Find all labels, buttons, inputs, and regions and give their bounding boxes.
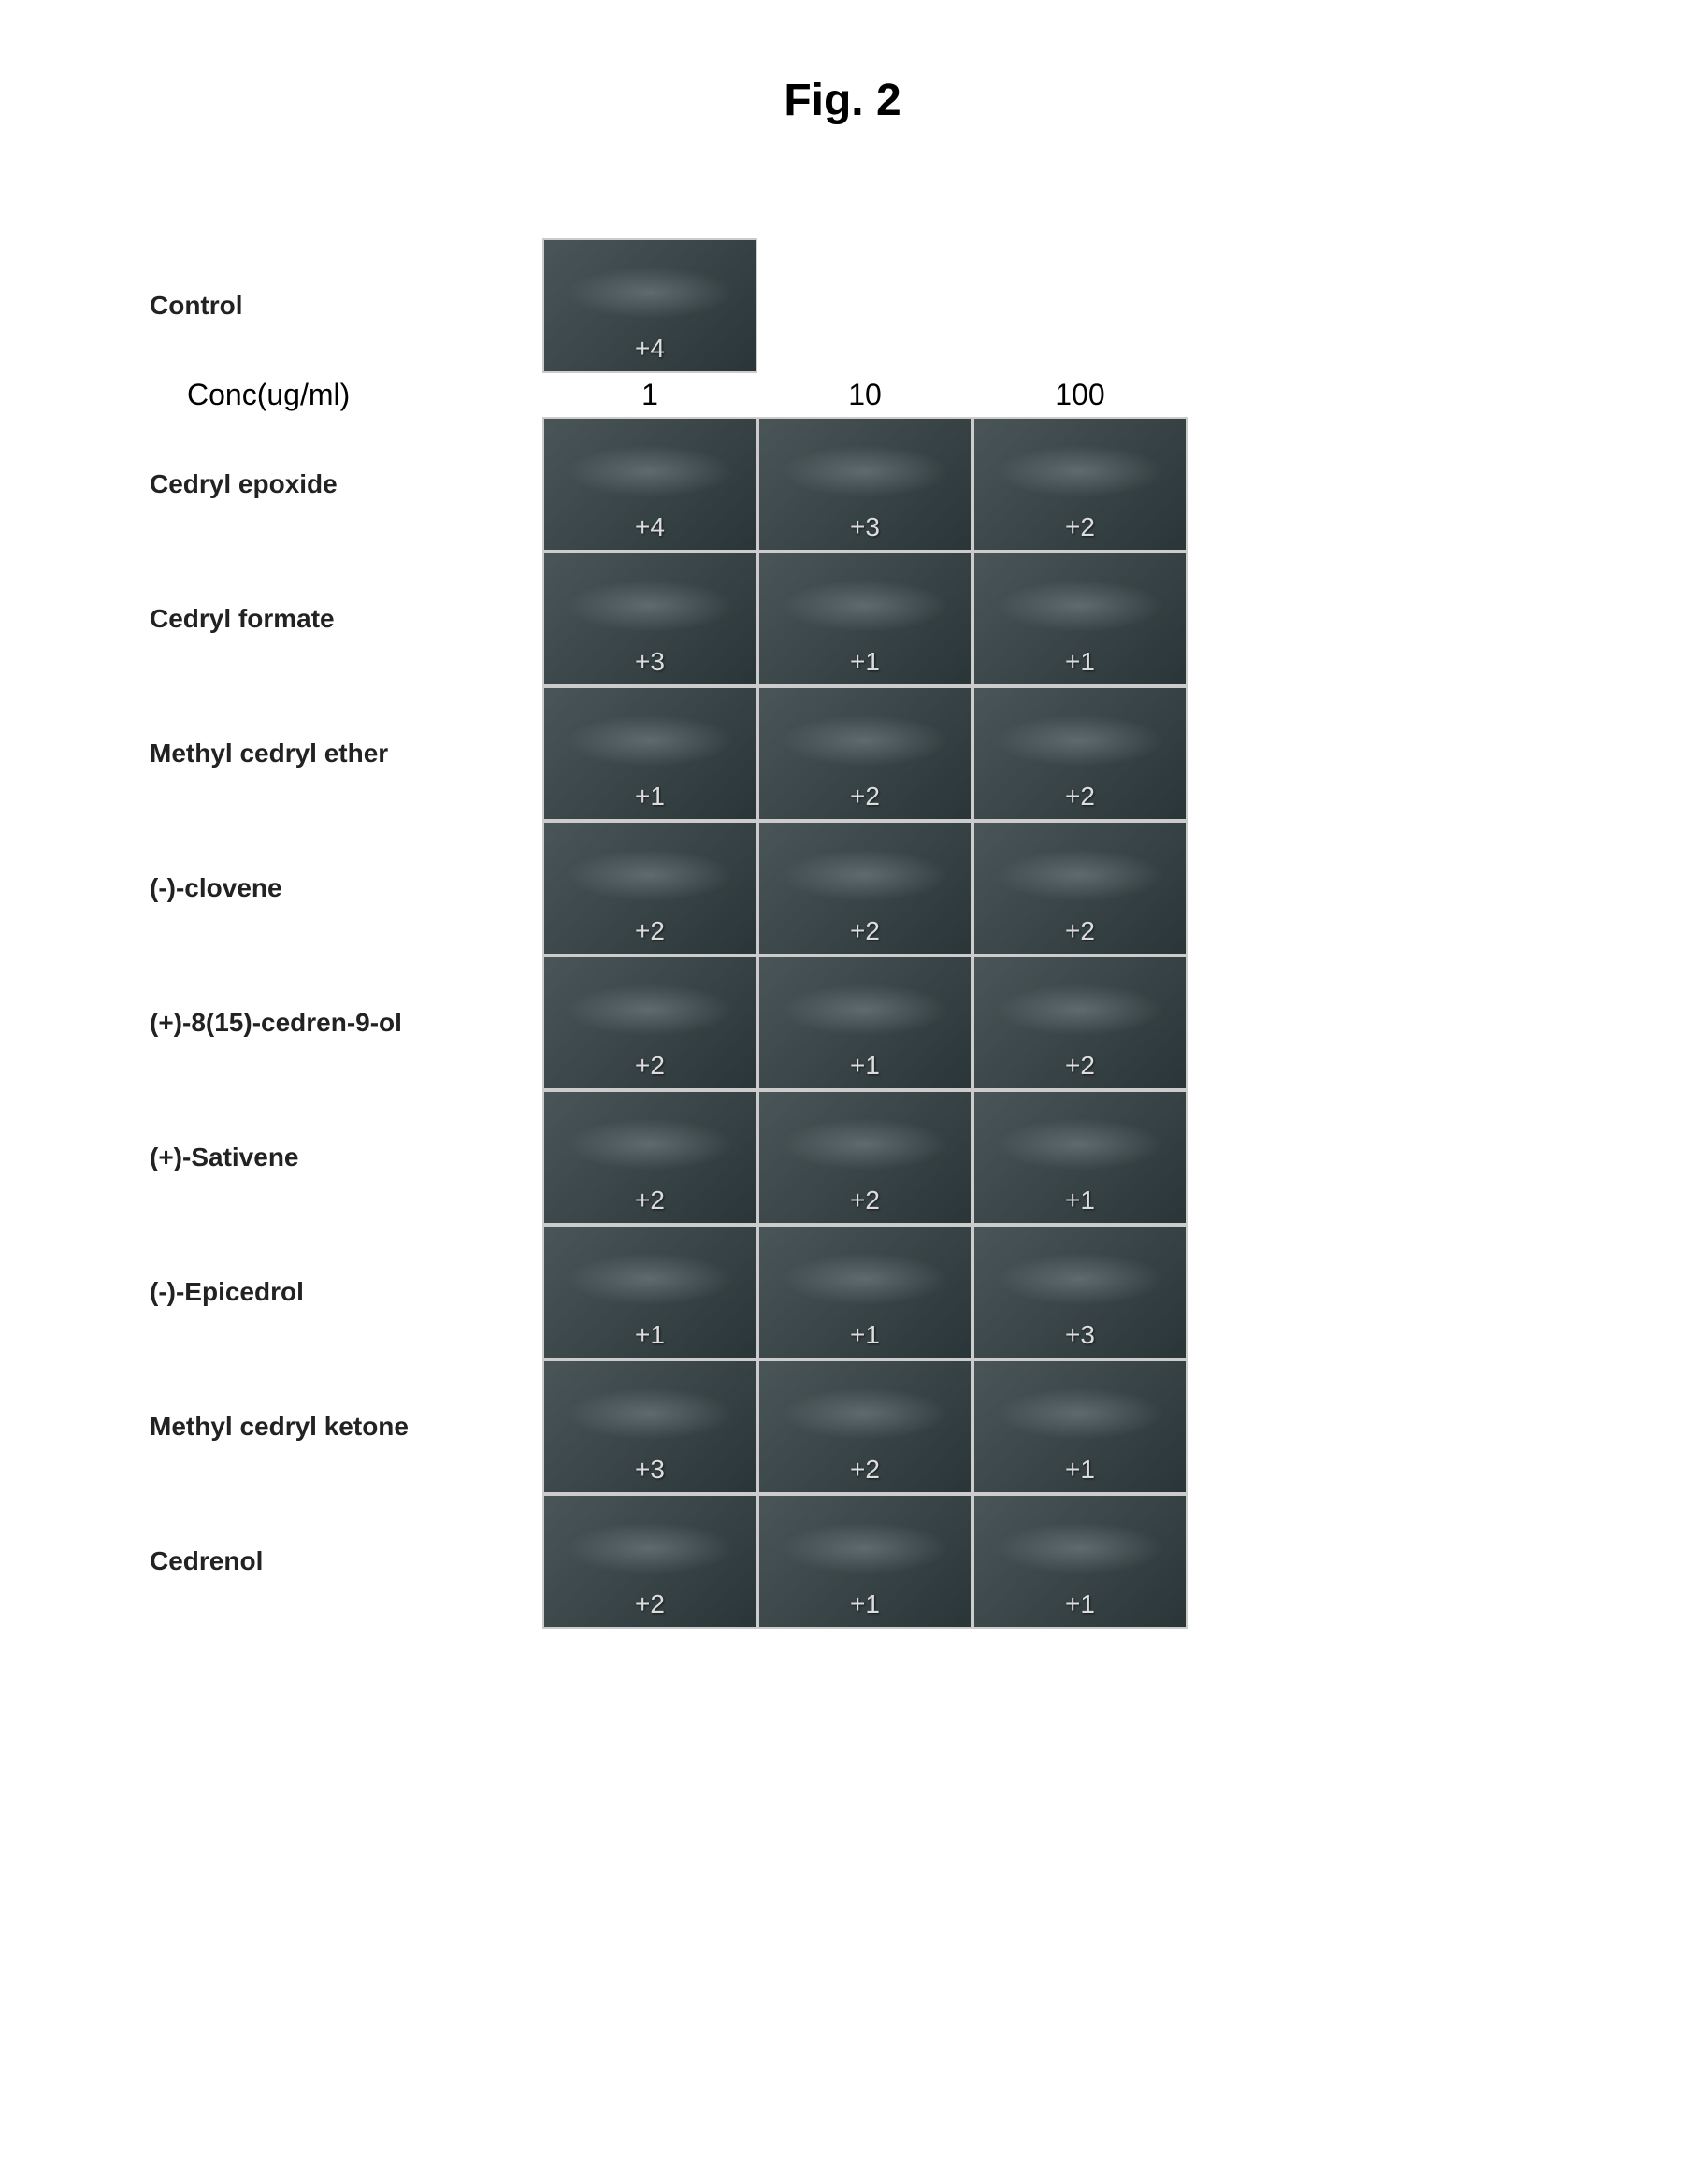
cell-value: +2 (1065, 1051, 1095, 1081)
table-row: Cedrenol +2 +1 +1 (150, 1494, 1188, 1629)
table-row: (+)-8(15)-cedren-9-ol +2 +1 +2 (150, 956, 1188, 1090)
data-cell: +1 (972, 1359, 1188, 1494)
concentration-value-1: 1 (542, 378, 757, 412)
cell-value: +2 (850, 1455, 880, 1485)
cell-value: +1 (1065, 1185, 1095, 1215)
cell-value: +1 (1065, 647, 1095, 677)
cell-value: +3 (1065, 1320, 1095, 1350)
cell-value: +2 (1065, 512, 1095, 542)
cell-value: +1 (850, 1320, 880, 1350)
cell-value: +2 (1065, 782, 1095, 812)
cell-value: +2 (850, 782, 880, 812)
table-row: Methyl cedryl ether +1 +2 +2 (150, 686, 1188, 821)
compound-label: (-)-Epicedrol (150, 1225, 542, 1359)
data-cell: +1 (972, 1494, 1188, 1629)
cell-value: +3 (850, 512, 880, 542)
figure-container: Control +4 Conc(ug/ml) 1 10 100 Cedryl e… (150, 238, 1591, 1629)
table-row: (+)-Sativene +2 +2 +1 (150, 1090, 1188, 1225)
data-cell: +3 (972, 1225, 1188, 1359)
cell-value: +2 (850, 1185, 880, 1215)
concentration-label: Conc(ug/ml) (150, 378, 542, 412)
data-cell: +2 (542, 956, 757, 1090)
control-value: +4 (635, 334, 665, 364)
cell-value: +1 (635, 782, 665, 812)
data-cell: +2 (972, 956, 1188, 1090)
data-cell: +2 (542, 1494, 757, 1629)
data-cell: +2 (972, 686, 1188, 821)
compound-label: (+)-8(15)-cedren-9-ol (150, 956, 542, 1090)
data-cell: +1 (542, 1225, 757, 1359)
data-cell: +2 (757, 1359, 972, 1494)
data-cell: +3 (757, 417, 972, 552)
data-cell: +3 (542, 1359, 757, 1494)
cell-value: +1 (850, 1051, 880, 1081)
data-cell: +2 (757, 821, 972, 956)
data-cell: +2 (972, 417, 1188, 552)
control-label: Control (150, 238, 542, 373)
data-cell: +1 (972, 1090, 1188, 1225)
data-cell: +2 (542, 1090, 757, 1225)
cell-value: +2 (635, 1589, 665, 1619)
data-cell: +2 (757, 686, 972, 821)
concentration-value-10: 10 (757, 378, 972, 412)
data-cell: +1 (757, 1225, 972, 1359)
cell-value: +2 (850, 916, 880, 946)
table-row: (-)-clovene +2 +2 +2 (150, 821, 1188, 956)
table-row: Cedryl epoxide +4 +3 +2 (150, 417, 1188, 552)
compound-label: Cedrenol (150, 1494, 542, 1629)
compound-label: (-)-clovene (150, 821, 542, 956)
compound-label: Cedryl formate (150, 552, 542, 686)
data-cell: +2 (757, 1090, 972, 1225)
cell-value: +3 (635, 1455, 665, 1485)
compound-label: Methyl cedryl ether (150, 686, 542, 821)
figure-title: Fig. 2 (94, 75, 1591, 126)
control-row: Control +4 (150, 238, 757, 373)
data-cell: +4 (542, 417, 757, 552)
cell-value: +1 (635, 1320, 665, 1350)
data-cell: +2 (542, 821, 757, 956)
cell-value: +1 (1065, 1589, 1095, 1619)
data-cell: +1 (757, 956, 972, 1090)
table-row: (-)-Epicedrol +1 +1 +3 (150, 1225, 1188, 1359)
cell-value: +1 (850, 647, 880, 677)
cell-value: +1 (1065, 1455, 1095, 1485)
concentration-header-row: Conc(ug/ml) 1 10 100 (150, 378, 1188, 412)
control-image-cell: +4 (542, 238, 757, 373)
cell-value: +3 (635, 647, 665, 677)
cell-value: +2 (635, 1051, 665, 1081)
data-cell: +3 (542, 552, 757, 686)
data-cell: +1 (757, 1494, 972, 1629)
data-cell: +1 (757, 552, 972, 686)
table-row: Cedryl formate +3 +1 +1 (150, 552, 1188, 686)
cell-value: +2 (1065, 916, 1095, 946)
data-cell: +1 (972, 552, 1188, 686)
cell-value: +4 (635, 512, 665, 542)
concentration-value-100: 100 (972, 378, 1188, 412)
table-row: Methyl cedryl ketone +3 +2 +1 (150, 1359, 1188, 1494)
cell-value: +2 (635, 1185, 665, 1215)
data-cell: +2 (972, 821, 1188, 956)
compound-label: Methyl cedryl ketone (150, 1359, 542, 1494)
cell-value: +2 (635, 916, 665, 946)
data-cell: +1 (542, 686, 757, 821)
compound-label: (+)-Sativene (150, 1090, 542, 1225)
cell-value: +1 (850, 1589, 880, 1619)
compound-label: Cedryl epoxide (150, 417, 542, 552)
